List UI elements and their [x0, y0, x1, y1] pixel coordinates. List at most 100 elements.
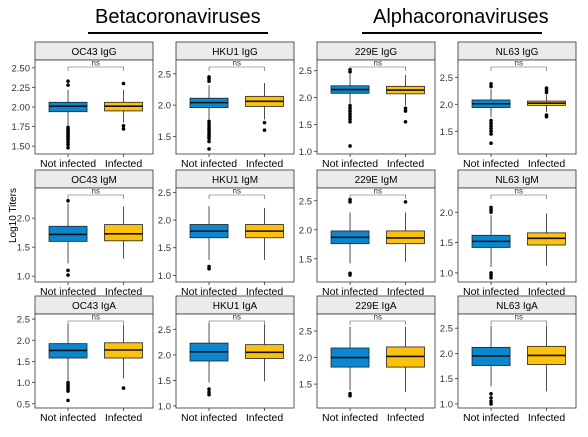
significance-bracket: [490, 320, 547, 325]
y-tick-label: 2.0: [299, 93, 312, 104]
outlier-point: [121, 124, 126, 128]
y-tick-label: 2.5: [299, 196, 312, 207]
y-tick-label: 2.25: [12, 83, 31, 94]
y-tick-label: 2.0: [299, 225, 312, 236]
outlier-point: [489, 132, 493, 136]
y-tick-label: 1.0: [158, 401, 171, 412]
panel-title: NL63 IgA: [496, 301, 538, 312]
outlier-point: [403, 106, 408, 111]
outlier-point: [489, 402, 493, 406]
outlier-point: [207, 124, 211, 129]
x-tick-label: Not infected: [181, 286, 237, 298]
outlier-point: [489, 81, 493, 86]
y-tick-label: 1.0: [440, 268, 453, 279]
box: [104, 224, 143, 242]
outlier-point: [66, 273, 70, 277]
panel-title: HKU1 IgG: [212, 47, 258, 58]
panel-229e-igg: 229E IgG 1.0 1.5 2.0 2.5 Not infected Infected…: [299, 41, 436, 170]
outlier-point: [348, 114, 352, 119]
significance-bracket: [349, 194, 406, 199]
outlier-point: [489, 205, 493, 210]
outlier-point: [207, 139, 211, 144]
y-tick-label: 2.0: [17, 214, 30, 225]
outlier-point: [207, 122, 211, 126]
outlier-point: [489, 124, 493, 128]
x-tick-label: Infected: [387, 286, 425, 298]
y-tick-label: 1.5: [440, 374, 453, 385]
significance-bracket: [67, 194, 124, 199]
outlier-point: [348, 119, 352, 124]
outlier-point: [489, 121, 493, 126]
panel-229e-igm: 229E IgM 1.5 2.0 2.5 Not infected Infected ns: [299, 169, 436, 298]
y-tick-label: 2.0: [299, 353, 312, 364]
significance-bracket: [349, 66, 406, 71]
outlier-point: [207, 75, 211, 79]
significance-label: ns: [233, 59, 241, 68]
x-tick-label: Not infected: [40, 286, 96, 298]
y-tick-label: 1.5: [440, 127, 453, 138]
x-tick-label: Not infected: [40, 412, 96, 424]
significance-bracket: [208, 320, 265, 325]
panel-hku1-iga: HKU1 IgA 1.0 1.5 2.0 2.5 Not infected Infected…: [158, 295, 295, 424]
significance-label: ns: [374, 187, 382, 196]
outlier-point: [348, 106, 352, 111]
group-underline-beta: [88, 32, 268, 34]
outlier-point: [489, 129, 493, 134]
outlier-point: [489, 126, 493, 131]
x-tick-label: Infected: [528, 286, 566, 298]
y-tick-label: 2.5: [440, 73, 453, 84]
x-tick-label: Not infected: [322, 286, 378, 298]
y-tick-label: 1.5: [299, 254, 312, 265]
x-tick-label: Not infected: [40, 158, 96, 170]
significance-bracket: [208, 194, 265, 199]
x-tick-label: Not infected: [463, 158, 519, 170]
panel-title: 229E IgG: [355, 47, 397, 58]
outlier-point: [262, 128, 267, 132]
x-tick-label: Infected: [528, 158, 566, 170]
y-tick-label: 2.5: [440, 324, 453, 335]
panel-title: 229E IgA: [355, 301, 396, 312]
outlier-point: [403, 119, 408, 124]
outlier-point: [66, 198, 70, 203]
panel-title: HKU1 IgA: [213, 301, 258, 312]
panel-title: OC43 IgM: [71, 175, 117, 186]
y-tick-label: 2.0: [158, 101, 171, 112]
significance-label: ns: [374, 59, 382, 68]
x-tick-label: Infected: [105, 412, 143, 424]
x-tick-label: Not infected: [463, 286, 519, 298]
outlier-point: [403, 200, 408, 204]
panel-nl63-igm: NL63 IgM 1.0 1.5 2.0 Not infected Infected ns: [440, 169, 577, 298]
panel-nl63-igg: NL63 IgG 1.5 2.0 2.5 Not infected Infected ns: [440, 41, 577, 170]
panel-229e-iga: 229E IgA 1.5 2.0 2.5 Not infected Infected ns: [299, 295, 436, 424]
plot-area: [34, 313, 154, 409]
panel-title: 229E IgM: [355, 175, 398, 186]
outlier-point: [489, 118, 493, 123]
outlier-point: [66, 125, 70, 130]
outlier-point: [544, 113, 549, 117]
outlier-point: [348, 391, 352, 396]
y-tick-label: 2.5: [158, 188, 171, 199]
outlier-point: [207, 130, 211, 135]
outlier-point: [348, 111, 352, 116]
significance-bracket: [349, 320, 406, 325]
panel-nl63-iga: NL63 IgA 1.0 1.5 2.0 2.5 Not infected Infected…: [440, 295, 577, 424]
significance-label: ns: [374, 313, 382, 322]
outlier-point: [348, 197, 352, 202]
x-tick-label: Infected: [387, 412, 425, 424]
y-tick-label: 2.5: [299, 326, 312, 337]
outlier-point: [207, 392, 211, 397]
y-tick-label: 1.50: [12, 142, 31, 153]
panel-title: NL63 IgM: [495, 175, 538, 186]
outlier-point: [121, 386, 126, 390]
x-tick-label: Not infected: [463, 412, 519, 424]
y-tick-label: 2.5: [158, 325, 171, 336]
y-tick-label: 1.5: [299, 120, 312, 131]
significance-bracket: [490, 194, 547, 199]
outlier-point: [207, 390, 211, 394]
panel-oc43-iga: OC43 IgA 0.5 1.0 1.5 2.0 2.5 Not infected Infec…: [17, 295, 154, 424]
x-tick-label: Infected: [246, 158, 284, 170]
significance-label: ns: [92, 313, 100, 322]
outlier-point: [489, 84, 493, 89]
panel-title: HKU1 IgM: [212, 175, 258, 186]
significance-label: ns: [92, 187, 100, 196]
